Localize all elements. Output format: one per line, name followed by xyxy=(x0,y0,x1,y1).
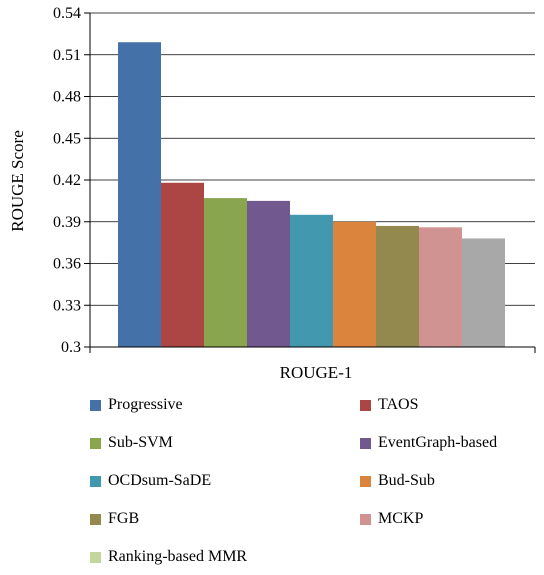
legend-item: Bud-Sub xyxy=(360,472,435,490)
legend-swatch xyxy=(360,437,371,449)
legend-label: MCKP xyxy=(378,510,424,527)
legend-label: FGB xyxy=(108,510,140,527)
bars xyxy=(118,42,505,347)
legend-label: Ranking-based MMR xyxy=(108,548,248,565)
y-tick-label: 0.45 xyxy=(53,130,81,147)
y-axis-title: ROUGE Score xyxy=(8,130,27,232)
y-tick-label: 0.39 xyxy=(53,214,81,231)
legend-item: Ranking-based MMR xyxy=(90,548,247,566)
legend-swatch xyxy=(90,475,101,487)
legend-swatch xyxy=(90,437,101,449)
legend-item: TAOS xyxy=(360,396,419,414)
y-tick-label: 0.51 xyxy=(53,47,81,64)
y-tick-labels: 0.3 0.33 0.36 0.39 0.42 0.45 0.48 0.51 0.54 xyxy=(53,5,81,356)
legend-label: TAOS xyxy=(378,396,419,413)
bar-mckp xyxy=(419,227,462,347)
legend-swatch xyxy=(90,551,101,563)
legend-swatch xyxy=(360,513,371,525)
legend-swatch xyxy=(360,475,371,487)
y-tick-label: 0.54 xyxy=(53,5,81,22)
legend-item: OCDsum-SaDE xyxy=(90,472,211,490)
bar-eventgraph-based xyxy=(247,200,290,347)
legend-label: Sub-SVM xyxy=(108,434,173,451)
legend-label: EventGraph-based xyxy=(378,434,498,451)
legend-item: MCKP xyxy=(360,510,423,528)
legend-item: Sub-SVM xyxy=(90,434,173,452)
axes xyxy=(84,12,536,353)
y-tick-label: 0.42 xyxy=(53,172,81,189)
legend-swatch xyxy=(90,513,101,525)
bar-ranking-based-mmr xyxy=(462,238,505,347)
legend-swatch xyxy=(90,399,101,411)
y-tick-label: 0.33 xyxy=(53,297,81,314)
bar-sub-svm xyxy=(204,198,247,347)
chart: 0.3 0.33 0.36 0.39 0.42 0.45 0.48 0.51 0.54 ROUG… xyxy=(8,5,536,382)
y-tick-label: 0.36 xyxy=(53,256,81,273)
legend-label: Progressive xyxy=(108,396,183,413)
y-tick-label: 0.48 xyxy=(53,89,81,106)
bar-ocdsum-sade xyxy=(290,214,333,347)
bar-progressive xyxy=(118,42,161,347)
legend-item: Progressive xyxy=(90,396,183,414)
legend-item: EventGraph-based xyxy=(360,434,497,452)
legend-label: OCDsum-SaDE xyxy=(108,472,212,489)
legend-item: FGB xyxy=(90,510,139,528)
x-axis-title: ROUGE-1 xyxy=(280,363,353,382)
bar-bud-sub xyxy=(333,221,376,347)
legend-label: Bud-Sub xyxy=(378,472,435,489)
bar-taos xyxy=(161,182,204,347)
bar-fgb xyxy=(376,225,419,347)
legend-swatch xyxy=(360,399,371,411)
y-tick-label: 0.3 xyxy=(61,339,81,356)
